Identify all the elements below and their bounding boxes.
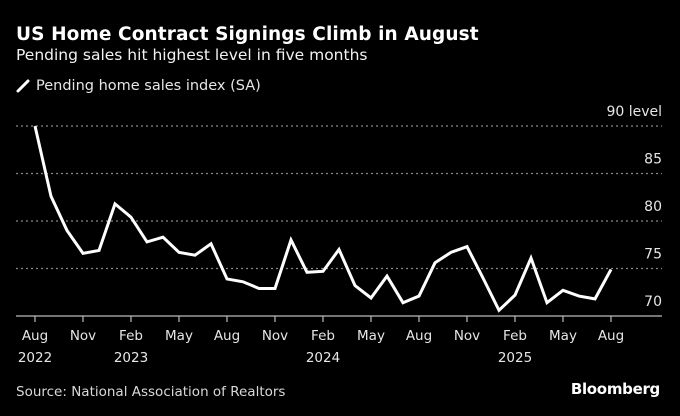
y-tick-label: 80 [644,199,662,215]
x-tick-label: Aug [214,328,240,344]
chart-title: US Home Contract Signings Climb in Augus… [16,24,479,45]
x-tick-label: Feb [503,328,527,344]
legend: Pending home sales index (SA) [16,78,261,94]
y-axis-labels: 70 75 80 85 90 level [606,104,662,310]
y-tick-label: 85 [644,152,662,168]
legend-line-icon [16,79,30,93]
x-tick-label: Feb [311,328,335,344]
x-tick-year-label: 2023 [114,350,148,366]
series-line-pending-home-sales [33,125,613,313]
x-tick-year-label: 2022 [18,350,52,366]
legend-label: Pending home sales index (SA) [36,78,261,94]
x-tick-year-label: 2024 [306,350,340,366]
x-tick-label: May [549,328,577,344]
x-tick-label: Nov [454,328,480,344]
x-tick-label: Aug [22,328,48,344]
x-tick-label: Aug [406,328,432,344]
x-tick-label: Aug [598,328,624,344]
y-tick-label: 90 level [606,104,662,120]
y-tick-label: 75 [644,247,662,263]
x-tick-label: Nov [70,328,96,344]
x-tick-label: Nov [262,328,288,344]
x-tick-label: May [165,328,193,344]
series-layer [33,125,613,313]
x-axis: Aug 2022 Nov Feb 2023 May Aug Nov Feb 2024 May Aug N… [16,315,662,366]
chart-subtitle: Pending sales hit highest level in five … [16,46,368,64]
source-note: Source: National Association of Realtors [16,384,286,400]
x-tick-label: Feb [119,328,143,344]
x-tick-year-label: 2025 [498,350,532,366]
bloomberg-logo: Bloomberg [570,380,660,398]
y-tick-label: 70 [644,294,662,310]
x-tick-label: May [357,328,385,344]
